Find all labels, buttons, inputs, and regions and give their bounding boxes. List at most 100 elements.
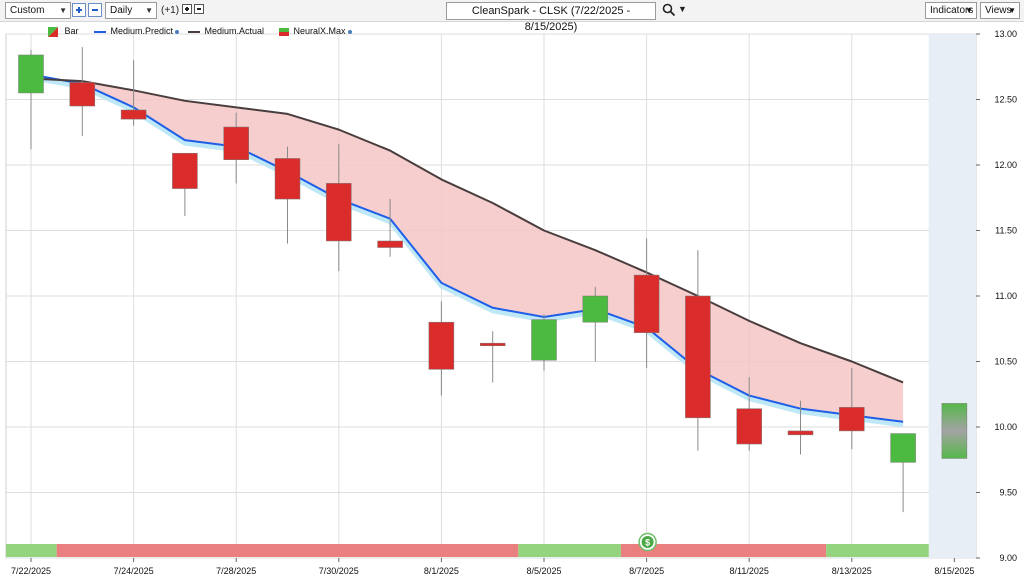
candle-body (18, 54, 44, 94)
candle[interactable] (428, 301, 455, 396)
y-tick-label: 12.50 (994, 95, 1017, 105)
bar-swatch-icon (48, 26, 58, 37)
legend-bar-label: Bar (64, 26, 79, 36)
legend-predict-label: Medium.Predict (110, 26, 174, 36)
signal-segment[interactable] (6, 544, 57, 557)
dollar-marker-label: $ (645, 538, 650, 548)
y-tick-label: 9.00 (999, 553, 1017, 563)
chevron-down-icon: ▼ (59, 6, 67, 15)
candle-body (890, 433, 916, 463)
indicators-button[interactable]: Indicators ▼ (925, 2, 977, 19)
candle[interactable] (120, 60, 147, 126)
candle[interactable] (479, 331, 506, 383)
x-tick-label: 8/5/2025 (526, 566, 561, 576)
candle-body (172, 152, 198, 189)
info-dot-icon[interactable] (347, 29, 352, 34)
x-tick-label: 7/24/2025 (114, 566, 154, 576)
legend-actual-label: Medium.Actual (204, 26, 265, 36)
signal-segment[interactable] (826, 544, 929, 557)
candle-body (736, 408, 762, 445)
search-icon[interactable] (662, 3, 676, 17)
medium-predict-glow (30, 75, 904, 428)
forecast-region (928, 34, 976, 558)
candle-body (633, 274, 660, 333)
signal-segment[interactable] (620, 544, 827, 557)
dollar-marker-inner (641, 536, 654, 548)
x-tick-label: 8/11/2025 (730, 566, 769, 576)
candle-body (223, 126, 249, 161)
y-tick-label: 12.00 (994, 160, 1017, 170)
chevron-down-icon: ▼ (965, 6, 973, 15)
offset-plus-button[interactable] (182, 4, 192, 14)
chevron-down-icon: ▼ (145, 6, 153, 15)
candle[interactable] (633, 238, 660, 369)
prediction-band (31, 74, 904, 422)
legend-neural-label: NeuralX.Max (293, 26, 346, 36)
candle-body (274, 158, 301, 200)
info-dot-icon[interactable] (175, 29, 180, 34)
y-tick-label: 11.00 (995, 291, 1017, 301)
x-tick-label: 7/22/2025 (11, 566, 51, 576)
y-tick-label: 13.00 (994, 29, 1017, 39)
range-select[interactable]: Custom ▼ (5, 2, 71, 19)
x-tick-label: 8/7/2025 (629, 566, 664, 576)
offset-label: (+1) (161, 5, 180, 16)
neural-flag-icon (279, 27, 289, 36)
x-tick-label: 7/28/2025 (216, 566, 256, 576)
candle[interactable] (377, 199, 403, 257)
candle-body (531, 319, 557, 361)
candle-body (120, 109, 147, 120)
candle-body (839, 407, 865, 432)
period-select[interactable]: Daily ▼ (105, 2, 157, 19)
candle[interactable] (582, 286, 609, 362)
title-dropdown-icon[interactable]: ▼ (678, 4, 687, 14)
candle[interactable] (736, 377, 762, 451)
views-button[interactable]: Views ▼ (980, 2, 1020, 19)
candle[interactable] (69, 47, 96, 137)
x-tick-label: 8/15/2025 (934, 566, 974, 576)
candle-body (326, 183, 352, 242)
candle[interactable] (274, 146, 301, 244)
signal-segment[interactable] (518, 544, 621, 557)
candle[interactable] (531, 314, 557, 371)
medium-predict-line[interactable] (30, 73, 904, 423)
views-label: Views (985, 5, 1012, 16)
candle[interactable] (839, 368, 865, 450)
x-tick-label: 8/1/2025 (424, 566, 459, 576)
candle[interactable] (172, 152, 198, 217)
candle[interactable] (787, 400, 814, 455)
x-tick-label: 8/13/2025 (832, 566, 872, 576)
candle[interactable] (685, 250, 711, 451)
candle-body (377, 240, 403, 248)
zoom-out-button[interactable] (88, 3, 102, 17)
x-tick-label: 7/30/2025 (319, 566, 359, 576)
indicators-label: Indicators (930, 5, 974, 16)
y-tick-label: 10.50 (994, 357, 1017, 367)
chart-title[interactable]: CleanSpark - CLSK (7/22/2025 - 8/15/2025… (446, 2, 656, 33)
candle-body (685, 295, 711, 419)
actual-line-icon (188, 30, 200, 33)
candle-body (479, 342, 506, 347)
y-tick-label: 9.50 (999, 488, 1017, 498)
y-tick-label: 10.00 (994, 422, 1017, 432)
candle[interactable] (326, 144, 352, 272)
candle[interactable] (890, 433, 916, 513)
toolbar: Custom ▼ Daily ▼ (+1) CleanSpark - CLSK … (0, 0, 1024, 33)
medium-actual-line[interactable] (30, 77, 904, 384)
legend-neural[interactable]: NeuralX.Max (279, 25, 352, 37)
legend-bar[interactable]: Bar (48, 25, 79, 37)
candle-body (787, 430, 814, 436)
candle-body (69, 82, 96, 107)
candle-body (428, 321, 455, 370)
legend-actual[interactable]: Medium.Actual (188, 25, 264, 37)
candle[interactable] (223, 112, 249, 184)
zoom-in-button[interactable] (72, 3, 86, 17)
forecast-candle[interactable] (941, 403, 968, 459)
y-tick-label: 11.50 (995, 226, 1017, 236)
legend-predict[interactable]: Medium.Predict (94, 25, 180, 37)
signal-segment[interactable] (56, 544, 519, 557)
offset-minus-button[interactable] (194, 4, 204, 14)
candle[interactable] (18, 49, 44, 150)
range-select-value: Custom (10, 5, 45, 16)
